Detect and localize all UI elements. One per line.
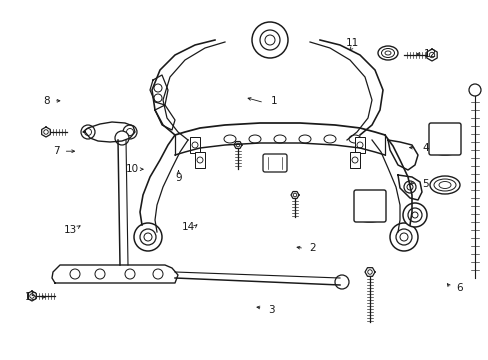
Circle shape xyxy=(403,181,415,193)
Text: 8: 8 xyxy=(43,96,50,106)
Circle shape xyxy=(407,208,421,222)
Bar xyxy=(195,152,204,168)
Circle shape xyxy=(406,184,412,190)
Circle shape xyxy=(143,233,152,241)
Text: 9: 9 xyxy=(175,173,182,183)
Ellipse shape xyxy=(273,135,285,143)
Circle shape xyxy=(468,84,480,96)
Polygon shape xyxy=(52,265,178,283)
Ellipse shape xyxy=(298,135,310,143)
Text: 7: 7 xyxy=(53,146,60,156)
Ellipse shape xyxy=(248,135,261,143)
FancyBboxPatch shape xyxy=(353,190,385,222)
Ellipse shape xyxy=(348,135,360,143)
Circle shape xyxy=(293,193,296,197)
Circle shape xyxy=(351,157,357,163)
Text: 4: 4 xyxy=(421,143,428,153)
Circle shape xyxy=(360,197,378,215)
Circle shape xyxy=(30,294,34,298)
Bar xyxy=(190,137,200,153)
Circle shape xyxy=(411,212,417,218)
Circle shape xyxy=(365,202,373,210)
Ellipse shape xyxy=(354,212,384,222)
Text: 12: 12 xyxy=(423,49,436,59)
Circle shape xyxy=(389,223,417,251)
Text: 10: 10 xyxy=(125,164,138,174)
Circle shape xyxy=(264,35,274,45)
Circle shape xyxy=(251,22,287,58)
Circle shape xyxy=(399,233,407,241)
Polygon shape xyxy=(83,122,135,142)
Text: 14: 14 xyxy=(181,222,195,232)
Circle shape xyxy=(428,52,434,58)
Circle shape xyxy=(440,135,448,143)
Circle shape xyxy=(270,159,278,167)
Circle shape xyxy=(334,275,348,289)
Bar xyxy=(354,137,364,153)
Circle shape xyxy=(70,269,80,279)
Ellipse shape xyxy=(377,46,397,60)
Text: 13: 13 xyxy=(64,225,78,235)
Circle shape xyxy=(260,30,280,50)
Circle shape xyxy=(356,142,362,148)
Circle shape xyxy=(84,129,91,135)
Text: 1: 1 xyxy=(270,96,277,106)
Ellipse shape xyxy=(381,49,394,58)
FancyBboxPatch shape xyxy=(263,154,286,172)
Circle shape xyxy=(115,131,129,145)
Polygon shape xyxy=(397,175,421,200)
Circle shape xyxy=(140,229,156,245)
Text: 5: 5 xyxy=(421,179,428,189)
Text: 2: 2 xyxy=(309,243,316,253)
Circle shape xyxy=(95,269,105,279)
Circle shape xyxy=(435,130,453,148)
Ellipse shape xyxy=(224,135,236,143)
Text: 11: 11 xyxy=(345,38,358,48)
Ellipse shape xyxy=(324,135,335,143)
Ellipse shape xyxy=(438,181,450,189)
Ellipse shape xyxy=(429,145,459,155)
Circle shape xyxy=(81,125,95,139)
Text: 3: 3 xyxy=(267,305,274,315)
Text: 15: 15 xyxy=(25,292,39,302)
FancyBboxPatch shape xyxy=(428,123,460,155)
Circle shape xyxy=(134,223,162,251)
Bar xyxy=(349,152,359,168)
Ellipse shape xyxy=(429,176,459,194)
Polygon shape xyxy=(387,140,417,170)
Circle shape xyxy=(236,143,239,147)
Circle shape xyxy=(43,130,48,134)
Polygon shape xyxy=(155,105,175,130)
Circle shape xyxy=(125,269,135,279)
Circle shape xyxy=(197,157,203,163)
Circle shape xyxy=(123,125,137,139)
Circle shape xyxy=(395,229,411,245)
Ellipse shape xyxy=(433,179,455,191)
Text: 6: 6 xyxy=(455,283,462,293)
Circle shape xyxy=(126,129,133,135)
Circle shape xyxy=(192,142,198,148)
Circle shape xyxy=(402,203,426,227)
Ellipse shape xyxy=(384,51,390,55)
Polygon shape xyxy=(150,75,168,105)
Circle shape xyxy=(367,270,371,274)
Circle shape xyxy=(154,84,162,92)
Circle shape xyxy=(153,269,163,279)
Circle shape xyxy=(154,94,162,102)
